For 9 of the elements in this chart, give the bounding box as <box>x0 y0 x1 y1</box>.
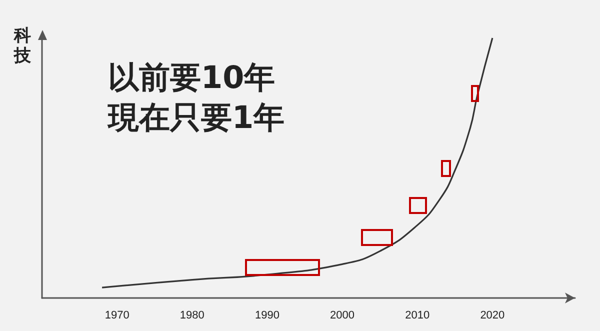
x-tick-label: 2010 <box>405 310 430 322</box>
text: 現在只要1年 <box>108 100 285 136</box>
x-tick-label: 1980 <box>180 310 204 322</box>
x-tick-label: 1970 <box>104 310 130 322</box>
y-axis-title: 科技 <box>14 26 32 66</box>
x-tick-label: 1990 <box>254 310 280 322</box>
x-tick-label: 2020 <box>480 310 505 322</box>
x-tick-label: 2000 <box>330 310 355 322</box>
text: 以前要10年 <box>108 60 276 96</box>
